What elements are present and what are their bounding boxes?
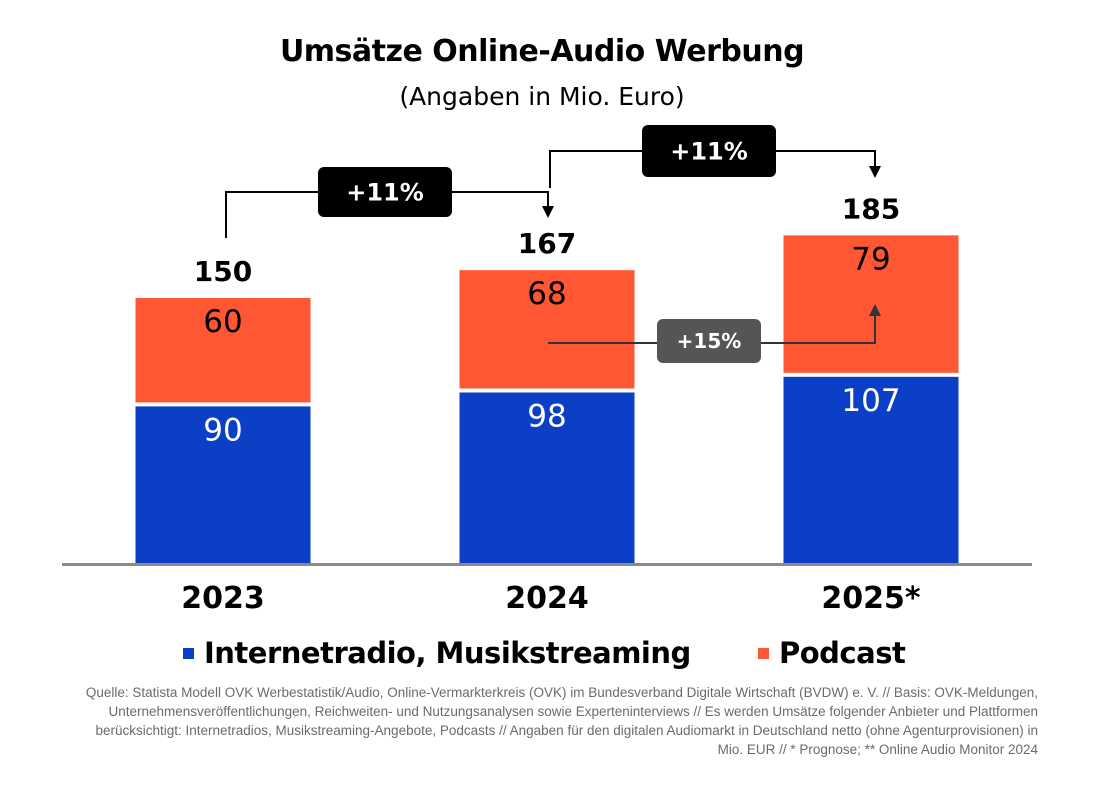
bar-podcast-1 xyxy=(459,270,635,389)
legend-item-podcast: Podcast xyxy=(758,636,906,670)
value-label-internetradio-0: 90 xyxy=(203,412,242,448)
growth-badge-1-label: +11% xyxy=(346,179,424,207)
growth-badge-2-label: +11% xyxy=(670,138,748,166)
x-tick-label-2: 2025* xyxy=(821,581,920,616)
growth-badge-1-box xyxy=(318,167,452,217)
source-note: Quelle: Statista Modell OVK Werbestatist… xyxy=(85,685,1038,757)
chart-subtitle: (Angaben in Mio. Euro) xyxy=(399,82,685,111)
legend-swatch-podcast xyxy=(758,647,769,659)
value-label-internetradio-2: 107 xyxy=(841,383,900,419)
total-label-2: 185 xyxy=(842,192,900,225)
bar-podcast-0 xyxy=(135,298,311,403)
total-label-1: 167 xyxy=(518,227,576,260)
bar-internetradio-0 xyxy=(135,406,311,563)
value-label-podcast-1: 68 xyxy=(527,276,566,312)
bar-internetradio-2 xyxy=(783,376,959,563)
legend-swatch-internetradio xyxy=(183,647,194,659)
value-label-internetradio-1: 98 xyxy=(527,398,566,434)
growth-arrow-head-2 xyxy=(869,166,881,178)
value-label-podcast-2: 79 xyxy=(851,241,890,277)
chart-title: Umsätze Online-Audio Werbung xyxy=(279,34,805,69)
total-label-0: 150 xyxy=(194,255,252,288)
legend-label-podcast: Podcast xyxy=(779,636,906,670)
legend-item-internetradio: Internetradio, Musikstreaming xyxy=(183,636,691,670)
growth-arrow-head-1 xyxy=(542,206,554,218)
growth-badge-3-label: +15% xyxy=(677,329,742,353)
x-tick-label-0: 2023 xyxy=(181,581,265,616)
value-label-podcast-0: 60 xyxy=(203,304,242,340)
bar-internetradio-1 xyxy=(459,392,635,563)
x-tick-label-1: 2024 xyxy=(505,581,589,616)
chart-legend: Internetradio, Musikstreaming Podcast xyxy=(0,636,1120,676)
bar-podcast-2 xyxy=(783,235,959,373)
growth-badge-2-box xyxy=(642,125,776,177)
legend-label-internetradio: Internetradio, Musikstreaming xyxy=(204,636,691,670)
stacked-bar-chart: 90 60 150 2023 98 68 167 2024 107 79 185 2025* +11%… xyxy=(62,125,1032,616)
growth-arrow-head-3 xyxy=(869,304,881,316)
growth-badge-3-box xyxy=(657,319,761,363)
